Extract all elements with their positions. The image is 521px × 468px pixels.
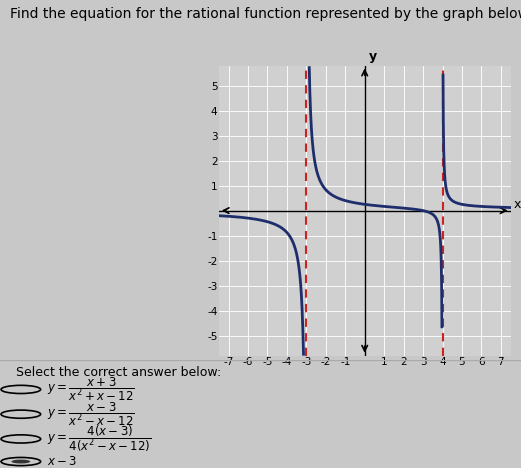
Text: y: y — [368, 50, 377, 63]
Text: $y = \dfrac{x-3}{x^2-x-12}$: $y = \dfrac{x-3}{x^2-x-12}$ — [47, 400, 134, 428]
Text: $x-3$: $x-3$ — [47, 455, 77, 468]
Text: $y = \dfrac{x+3}{x^2+x-12}$: $y = \dfrac{x+3}{x^2+x-12}$ — [47, 375, 134, 403]
Text: Select the correct answer below:: Select the correct answer below: — [16, 366, 221, 379]
Text: x: x — [514, 198, 521, 211]
Circle shape — [11, 460, 30, 463]
Text: Find the equation for the rational function represented by the graph below:: Find the equation for the rational funct… — [10, 7, 521, 21]
Text: $y = \dfrac{4(x-3)}{4(x^2-x-12)}$: $y = \dfrac{4(x-3)}{4(x^2-x-12)}$ — [47, 424, 151, 454]
